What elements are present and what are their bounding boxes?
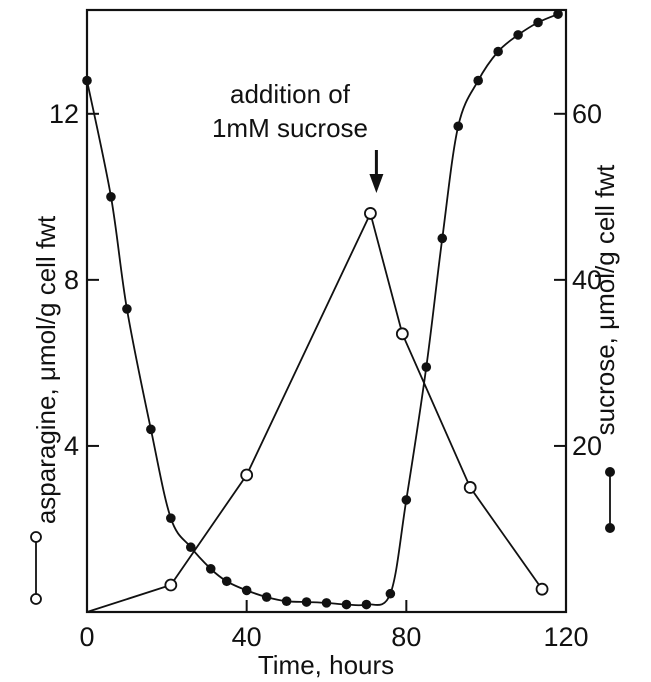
- asparagine-point: [164, 578, 178, 592]
- right-y-tick-label: 20: [572, 431, 602, 461]
- sucrose-point: [106, 192, 116, 202]
- plot-area-border: [85, 8, 568, 614]
- annotation-arrow: [369, 150, 384, 193]
- left-y-tick-label: 8: [64, 265, 79, 295]
- sucrose-point: [281, 596, 292, 607]
- plot-frame: [85, 8, 568, 614]
- sucrose-point: [166, 513, 176, 523]
- right-y-tick-label: 40: [572, 265, 602, 295]
- x-axis-title: Time, hours: [258, 650, 394, 680]
- asparagine-point: [240, 468, 254, 482]
- right-axis-title: sucrose, μmol/g cell fwt: [590, 164, 620, 436]
- asparagine-point: [463, 481, 477, 494]
- legend-open-circle-bottom: [30, 593, 42, 605]
- sucrose-point: [185, 542, 196, 553]
- legend-filled-circle-bottom: [605, 523, 615, 533]
- sucrose-point: [205, 564, 216, 574]
- x-tick-label: 120: [543, 622, 588, 652]
- annotation-line-2: 1mM sucrose: [212, 113, 368, 143]
- sucrose-point: [437, 233, 448, 244]
- sucrose-point: [385, 588, 396, 599]
- sucrose-point: [361, 599, 372, 610]
- x-tick-label: 80: [391, 622, 421, 652]
- sucrose-point: [533, 17, 543, 28]
- sucrose-point: [421, 362, 432, 372]
- annotation-line-1: addition of: [230, 79, 351, 109]
- left-y-tick-label: 4: [64, 431, 79, 461]
- sucrose-point: [513, 30, 523, 40]
- series-markers: [82, 9, 563, 610]
- sucrose-point: [122, 304, 132, 314]
- sucrose-point: [321, 598, 332, 608]
- asparagine-point: [535, 582, 549, 596]
- legend-open-circle-marker: [30, 531, 42, 605]
- sucrose-point: [341, 599, 352, 610]
- sucrose-point: [146, 424, 156, 435]
- asparagine-point: [395, 327, 409, 341]
- sucrose-point: [401, 495, 412, 505]
- x-tick-label: 0: [79, 622, 94, 652]
- arrow-head: [369, 174, 384, 193]
- legend-filled-circle-marker: [605, 467, 615, 533]
- sucrose-point: [261, 592, 272, 602]
- right-y-tick-label: 60: [572, 99, 602, 129]
- asparagine-point: [364, 207, 377, 220]
- sucrose-point: [453, 121, 464, 132]
- legend-open-circle-top: [30, 531, 42, 543]
- axis-ticks: 0 40 80 120 4 8 12 20 40 60: [49, 99, 602, 652]
- sucrose-point: [301, 597, 312, 607]
- asparagine-series-line: [86, 210, 543, 613]
- sucrose-point: [473, 75, 483, 86]
- sucrose-point: [553, 9, 563, 19]
- sucrose-point: [241, 585, 252, 596]
- sucrose-point: [221, 576, 232, 587]
- sucrose-point: [82, 75, 92, 86]
- sucrose-point: [493, 46, 503, 57]
- left-axis-title: asparagine, μmol/g cell fwt: [31, 215, 61, 524]
- x-tick-label: 40: [232, 622, 262, 652]
- left-y-tick-label: 12: [49, 99, 79, 129]
